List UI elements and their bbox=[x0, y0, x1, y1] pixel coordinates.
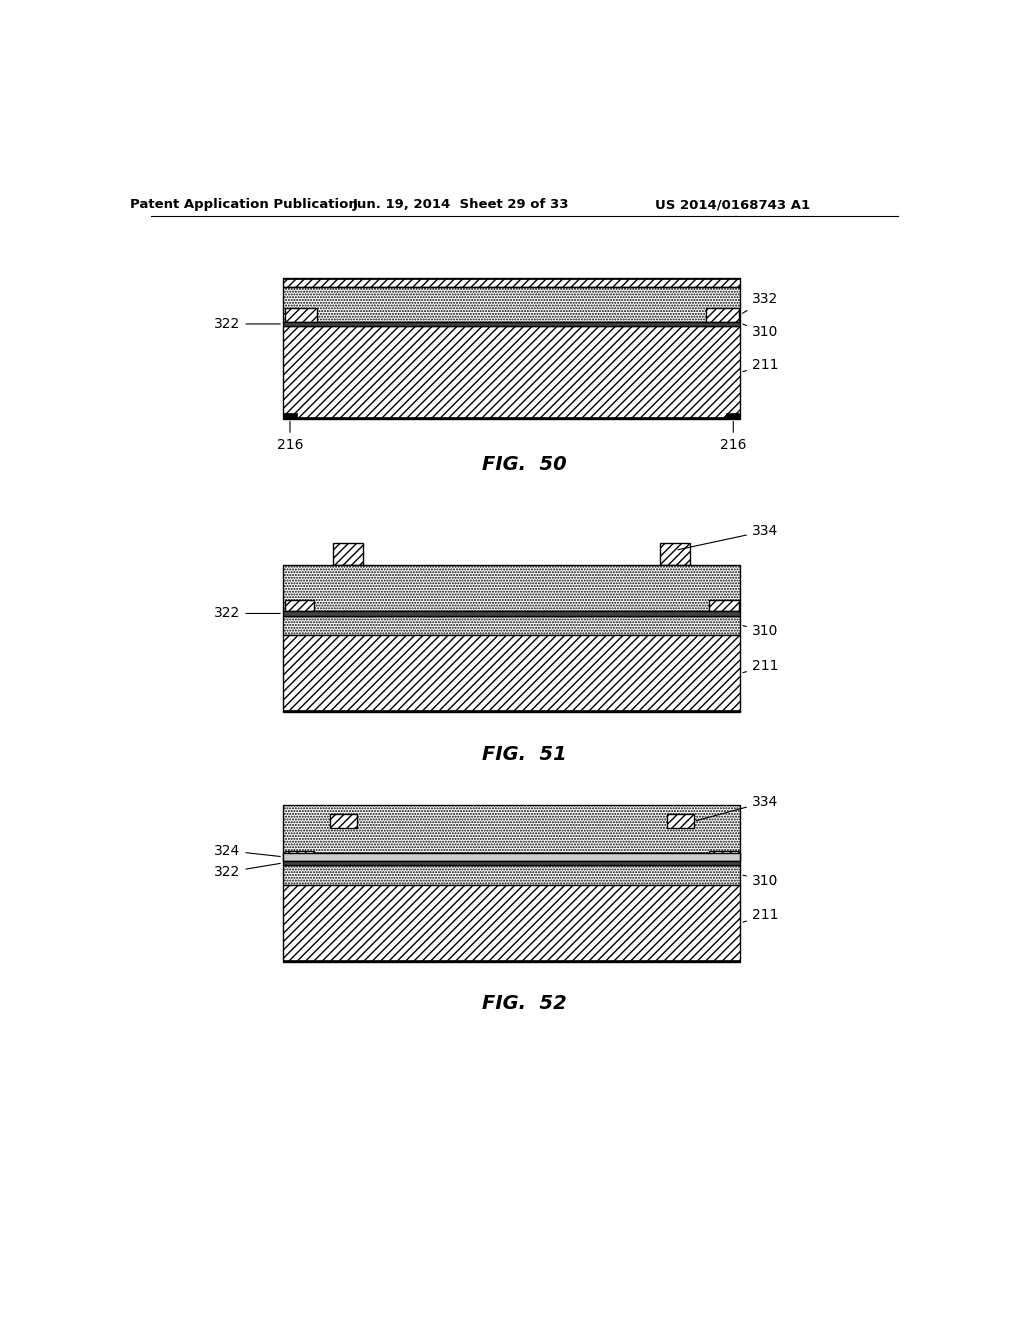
Text: 334: 334 bbox=[696, 795, 778, 821]
Text: US 2014/0168743 A1: US 2014/0168743 A1 bbox=[655, 198, 810, 211]
Bar bbox=[283, 635, 740, 711]
Bar bbox=[710, 851, 738, 861]
Bar bbox=[283, 866, 740, 884]
Bar bbox=[283, 615, 740, 635]
Text: 332: 332 bbox=[742, 292, 778, 313]
Bar bbox=[283, 611, 740, 615]
Bar bbox=[283, 413, 297, 418]
Bar bbox=[285, 308, 317, 322]
Bar bbox=[283, 853, 740, 861]
Bar bbox=[660, 544, 690, 565]
Text: 211: 211 bbox=[742, 358, 778, 372]
Text: 216: 216 bbox=[720, 421, 746, 451]
Bar bbox=[285, 601, 314, 611]
Text: 211: 211 bbox=[742, 659, 778, 673]
Bar bbox=[283, 417, 740, 418]
Bar bbox=[710, 601, 738, 611]
Bar bbox=[283, 861, 740, 866]
Text: 310: 310 bbox=[743, 624, 778, 638]
Bar bbox=[283, 853, 740, 861]
Text: 322: 322 bbox=[214, 863, 281, 879]
Bar bbox=[283, 884, 740, 961]
Bar bbox=[283, 710, 740, 711]
Text: FIG.  52: FIG. 52 bbox=[482, 994, 567, 1014]
Text: FIG.  51: FIG. 51 bbox=[482, 744, 567, 764]
Text: 324: 324 bbox=[214, 843, 281, 858]
Text: FIG.  50: FIG. 50 bbox=[482, 455, 567, 474]
Bar bbox=[667, 814, 693, 829]
Bar bbox=[334, 544, 362, 565]
Bar bbox=[283, 805, 740, 853]
Text: 216: 216 bbox=[276, 421, 303, 451]
Text: 322: 322 bbox=[214, 606, 281, 620]
Bar bbox=[726, 413, 740, 418]
Bar bbox=[283, 960, 740, 961]
Text: 334: 334 bbox=[678, 524, 778, 549]
Text: 310: 310 bbox=[742, 325, 778, 339]
Bar bbox=[707, 308, 738, 322]
Text: Patent Application Publication: Patent Application Publication bbox=[130, 198, 358, 211]
Bar bbox=[285, 851, 314, 861]
Text: 310: 310 bbox=[743, 874, 778, 887]
Bar bbox=[283, 277, 740, 286]
Text: Jun. 19, 2014  Sheet 29 of 33: Jun. 19, 2014 Sheet 29 of 33 bbox=[353, 198, 569, 211]
Bar bbox=[283, 565, 740, 611]
Bar bbox=[283, 322, 740, 326]
Bar bbox=[283, 286, 740, 322]
Text: 211: 211 bbox=[742, 908, 778, 923]
Text: 322: 322 bbox=[214, 317, 281, 331]
Bar bbox=[283, 326, 740, 418]
Bar bbox=[330, 814, 356, 829]
Bar bbox=[283, 277, 740, 280]
